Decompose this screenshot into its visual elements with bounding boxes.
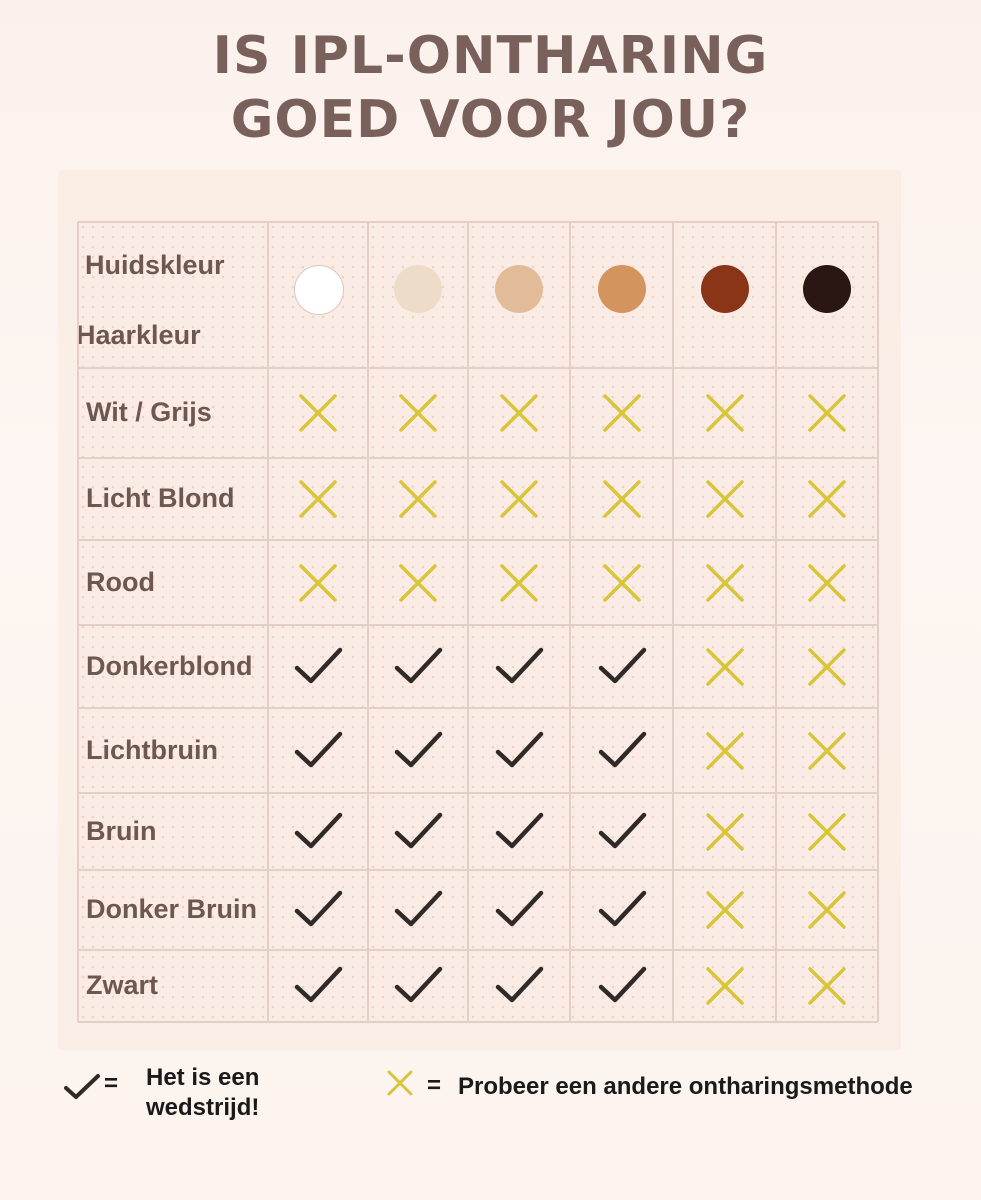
grid-row-line — [78, 457, 878, 459]
cross-icon — [705, 480, 744, 518]
check-icon — [294, 812, 343, 848]
legend-cross-text: Probeer een andere ontharingsmethode — [458, 1073, 913, 1100]
grid-column-line — [877, 222, 879, 1022]
skin-tone-swatch — [803, 265, 851, 313]
check-icon — [598, 966, 646, 1003]
check-icon — [394, 647, 443, 683]
cross-icon — [808, 480, 846, 518]
cross-icon — [602, 563, 641, 602]
hair-color-header: Haarkleur — [76, 320, 201, 350]
legend-check-text-2: wedstrijd! — [146, 1094, 260, 1121]
grid-row-line — [78, 221, 878, 223]
hair-color-label: Licht Blond — [86, 483, 235, 513]
check-icon — [598, 731, 646, 767]
grid-row-line — [78, 1021, 878, 1023]
check-icon — [598, 812, 646, 848]
title-line-1: IS IPL-ONTHARING — [212, 26, 769, 86]
cross-icon — [705, 394, 744, 432]
grid-column-line — [467, 222, 469, 1022]
hair-color-label: Donkerblond — [86, 650, 253, 681]
grid-column-line — [267, 222, 269, 1022]
check-icon — [394, 890, 443, 927]
legend-check-equals: = — [104, 1070, 119, 1097]
title-line-2: GOED VOOR JOU? — [230, 90, 751, 150]
cross-icon — [705, 647, 744, 686]
check-icon — [294, 731, 343, 767]
compatibility-table — [78, 222, 878, 1022]
check-icon — [394, 966, 443, 1003]
cross-icon — [602, 480, 641, 518]
legend-cross-equals: = — [427, 1072, 442, 1099]
hair-color-label: Rood — [86, 566, 155, 597]
grid-row-line — [78, 949, 878, 951]
skin-tone-swatch — [294, 265, 344, 315]
grid-column-line — [775, 222, 777, 1022]
grid-row-line — [78, 869, 878, 871]
check-icon — [394, 731, 443, 767]
check-icon — [598, 647, 646, 683]
cross-icon — [808, 967, 846, 1005]
cross-icon — [705, 563, 744, 602]
cross-icon — [399, 563, 437, 602]
skin-tone-swatch — [394, 265, 442, 313]
cross-icon — [299, 563, 337, 602]
cross-icon — [808, 394, 846, 432]
check-icon — [64, 1074, 100, 1099]
hair-color-label: Lichtbruin — [86, 734, 218, 765]
cross-icon — [808, 891, 846, 929]
page-title: IS IPL-ONTHARING GOED VOOR JOU? — [0, 24, 981, 152]
skin-tone-swatch — [495, 265, 543, 313]
cross-icon — [602, 394, 641, 432]
grid-column-line — [367, 222, 369, 1022]
grid-column-line — [77, 222, 79, 1022]
check-icon — [294, 647, 343, 683]
hair-color-label: Donker Bruin — [86, 894, 258, 924]
grid-column-line — [569, 222, 571, 1022]
check-icon — [495, 966, 544, 1003]
grid-column-line — [672, 222, 674, 1022]
hair-color-label: Bruin — [86, 815, 157, 846]
grid-row-line — [78, 624, 878, 626]
cross-icon — [399, 480, 437, 518]
check-icon — [294, 890, 343, 927]
cross-icon — [500, 563, 538, 602]
cross-icon — [808, 647, 846, 686]
cross-icon — [705, 967, 744, 1005]
cross-icon — [399, 394, 437, 432]
cross-icon — [500, 394, 538, 432]
check-icon — [495, 731, 544, 767]
check-icon — [495, 647, 544, 683]
grid-row-line — [78, 539, 878, 541]
skin-tone-swatch — [597, 265, 646, 313]
cross-icon — [705, 812, 744, 851]
legend-check-text-1: Het is een — [146, 1064, 260, 1091]
cross-icon — [808, 563, 846, 602]
cross-icon — [808, 731, 846, 770]
grid-row-line — [78, 707, 878, 709]
check-icon — [495, 812, 544, 848]
grid-row-line — [78, 792, 878, 794]
hair-color-label: Zwart — [86, 970, 159, 1000]
cross-icon — [299, 480, 337, 518]
check-icon — [598, 890, 646, 927]
skin-color-header: Huidskleur — [85, 250, 225, 280]
cross-icon — [387, 1070, 413, 1096]
cross-icon — [299, 394, 337, 432]
cross-icon — [705, 731, 744, 770]
hair-color-label: Wit / Grijs — [86, 397, 212, 427]
cross-icon — [705, 891, 744, 929]
cross-icon — [500, 480, 538, 518]
cross-icon — [808, 812, 846, 851]
grid-row-line — [78, 367, 878, 369]
check-icon — [495, 890, 544, 927]
check-icon — [394, 812, 443, 848]
skin-tone-swatch — [700, 265, 749, 313]
check-icon — [294, 966, 343, 1003]
